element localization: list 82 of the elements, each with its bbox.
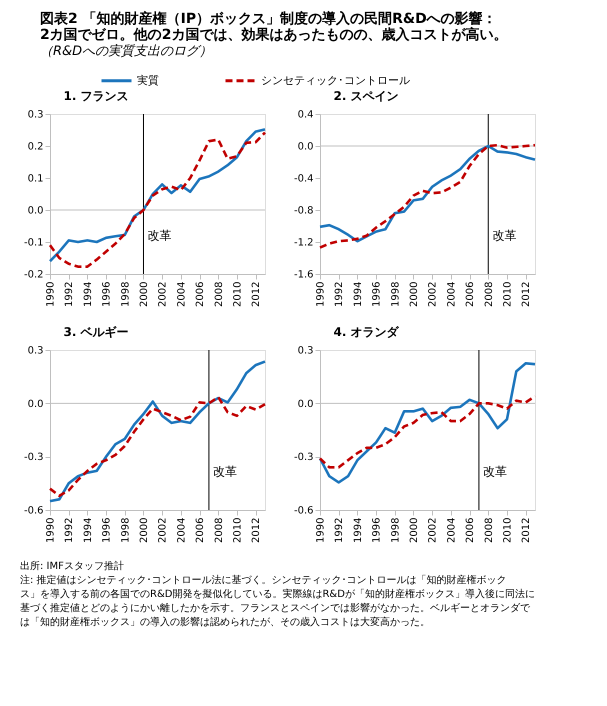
x-tick-label: 2006 (465, 282, 476, 307)
x-tick-label: 2008 (484, 518, 495, 543)
y-tick-label: -0.3 (24, 452, 44, 464)
y-tick-label: -1.6 (294, 270, 314, 280)
x-tick-label: 2008 (214, 518, 225, 543)
x-tick-label: 2010 (502, 282, 514, 307)
x-tick-label: 2006 (195, 518, 206, 543)
y-tick-label: 0.4 (298, 110, 314, 120)
x-tick-label: 1990 (316, 282, 326, 307)
x-tick-label: 1992 (64, 518, 76, 543)
x-tick-label: 2012 (251, 282, 262, 307)
x-tick-label: 1994 (82, 518, 94, 543)
y-tick-label: 0.3 (298, 346, 314, 356)
y-tick-label: -0.1 (24, 238, 44, 248)
legend-label: 実質 (137, 74, 159, 87)
x-tick-label: 2012 (521, 518, 532, 543)
y-tick-label: -0.6 (24, 506, 44, 516)
x-tick-label: 2004 (446, 518, 458, 543)
x-tick-label: 1990 (46, 282, 56, 307)
x-tick-label: 1994 (352, 518, 364, 543)
text: 1. フランス (63, 89, 129, 103)
chart-subtitle: （R&Dへの実質支出のログ） (40, 43, 212, 59)
ref-line-label: 改革 (482, 464, 507, 479)
y-tick-label: 0.0 (298, 398, 314, 410)
x-tick-label: 2010 (232, 518, 244, 543)
x-tick-label: 2004 (446, 282, 458, 307)
x-tick-label: 2000 (408, 282, 420, 307)
x-tick-label: 2004 (176, 518, 188, 543)
y-tick-label: 0.1 (28, 174, 44, 184)
chart-title: 図表2 「知的財産権（IP）ボックス」制度の導入の民間R&Dへの影響： 2カ国でゼロ。他の2カ国では、効果はあったものの、歳入コストが高い。 (40, 10, 508, 43)
x-tick-label: 2008 (484, 282, 495, 307)
x-tick-label: 2006 (195, 282, 206, 307)
x-tick-label: 2006 (465, 518, 476, 543)
x-tick-label: 1996 (372, 282, 383, 307)
x-tick-label: 2002 (158, 518, 169, 543)
x-tick-label: 1992 (334, 282, 346, 307)
ref-line-label: 改革 (492, 228, 516, 243)
y-tick-label: -1.2 (294, 238, 314, 248)
x-tick-label: 2002 (428, 282, 439, 307)
x-tick-label: 2012 (251, 518, 262, 543)
text: 3. ベルギー (63, 325, 129, 339)
x-tick-label: 2002 (428, 518, 439, 543)
y-tick-label: -0.8 (294, 206, 314, 216)
x-tick-label: 1996 (102, 282, 113, 307)
y-tick-label: -0.6 (294, 506, 314, 516)
x-tick-label: 1990 (316, 518, 326, 543)
y-tick-label: 0.0 (298, 142, 314, 152)
legend-label: シンセティック･コントロール (261, 74, 410, 87)
x-tick-label: 2000 (138, 518, 150, 543)
text: 4. オランダ (333, 325, 400, 339)
x-tick-label: 1994 (352, 282, 364, 307)
text: 注: 推定値はシンセティック･コントロール法に基づく。シンセティック･コントロールは「知的財産権ボックス」を導入する前の各国でのR&D開発を擬似化している。実際線はR&Dが「知的財産権ボックス」導入後に同法に基づく推定値とどのようにかい離したかを示す。フランスとスペインでは影響がなかった。ベルギーとオランダでは「知的財産権ボックス」の導入の影響は認められたが、その歳入コストは大変高かった。 (20, 574, 535, 628)
x-tick-label: 2010 (502, 518, 514, 543)
y-tick-label: 0.3 (28, 346, 44, 356)
y-tick-label: 0.0 (28, 206, 44, 216)
y-tick-label: 0.3 (28, 110, 44, 120)
x-tick-label: 1992 (64, 282, 76, 307)
x-tick-label: 2008 (214, 282, 225, 307)
x-tick-label: 1990 (46, 518, 56, 543)
x-tick-label: 2012 (521, 282, 532, 307)
text: 出所: IMFスタッフ推計 (20, 560, 124, 572)
x-tick-label: 1996 (102, 518, 113, 543)
x-tick-label: 1994 (82, 282, 94, 307)
x-tick-label: 1998 (390, 282, 402, 307)
x-tick-label: 1996 (372, 518, 383, 543)
ref-line-label: 改革 (147, 228, 172, 243)
y-tick-label: -0.4 (294, 174, 314, 184)
x-tick-label: 2000 (408, 518, 420, 543)
x-tick-label: 1998 (120, 518, 132, 543)
y-tick-label: -0.2 (24, 270, 44, 280)
x-tick-label: 2000 (138, 282, 150, 307)
y-tick-label: 0.2 (28, 142, 44, 152)
text: 2. スペイン (333, 89, 399, 103)
y-tick-label: -0.3 (294, 452, 314, 464)
ref-line-label: 改革 (212, 464, 237, 479)
x-tick-label: 2004 (176, 282, 188, 307)
x-tick-label: 1992 (334, 518, 346, 543)
x-tick-label: 1998 (390, 518, 402, 543)
y-tick-label: 0.0 (28, 398, 44, 410)
x-tick-label: 2002 (158, 282, 169, 307)
x-tick-label: 2010 (232, 282, 244, 307)
x-tick-label: 1998 (120, 282, 132, 307)
